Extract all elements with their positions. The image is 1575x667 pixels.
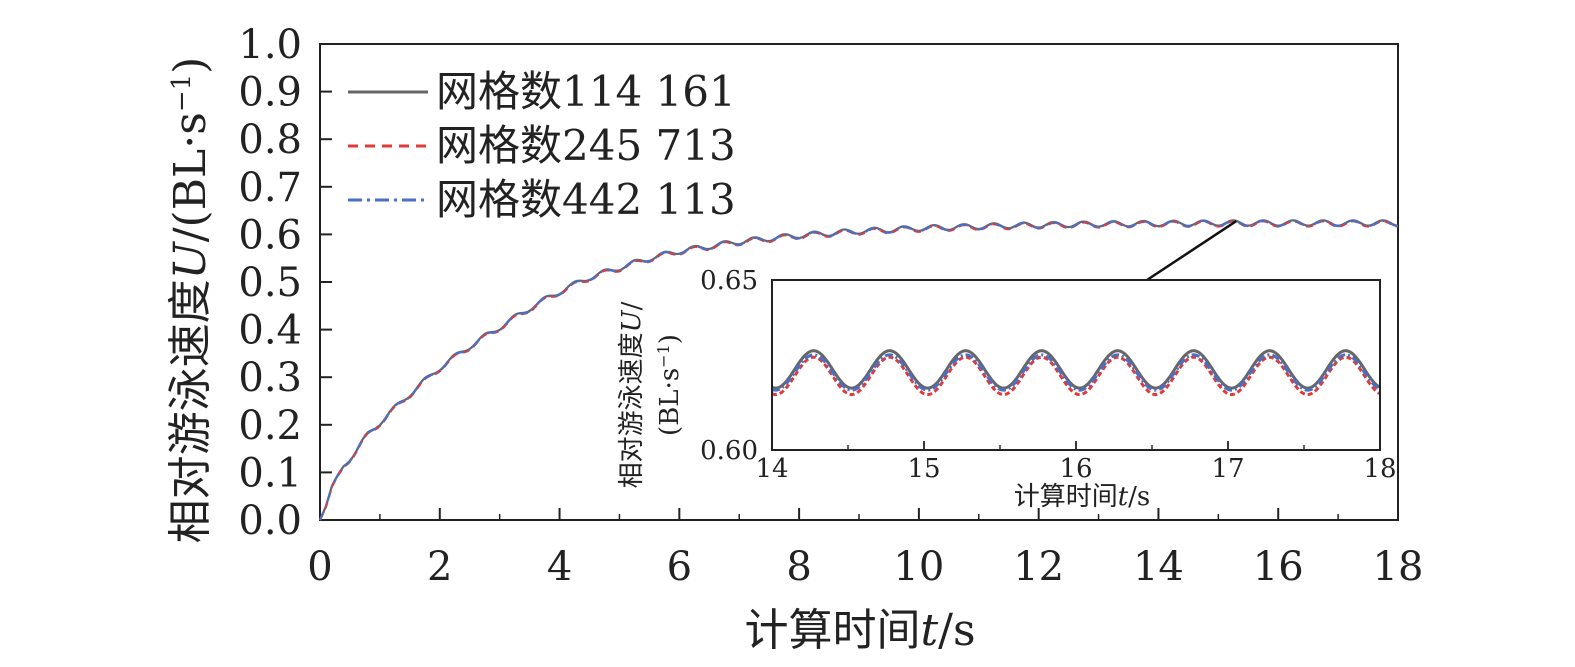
main-y-axis-label: 相对游泳速度U/(BL·s−1)	[165, 57, 216, 544]
inset-y-tick-label: 0.60	[700, 436, 758, 466]
legend-label-series-1: 网格数114 161	[436, 67, 736, 116]
main-series	[318, 219, 1399, 521]
zoom-connector-line	[1146, 220, 1237, 282]
legend: 网格数114 161 网格数245 713 网格数442 113	[348, 67, 736, 224]
main-x-tick-label: 4	[547, 544, 572, 590]
inset-series-line-1	[771, 349, 1381, 390]
main-x-tick-label: 8	[786, 544, 811, 590]
inset-background	[772, 280, 1380, 450]
main-y-tick-label: 0.7	[238, 165, 302, 211]
legend-label-series-3: 网格数442 113	[436, 175, 736, 224]
inset-x-tick-label: 15	[907, 454, 940, 484]
main-x-tick-label: 6	[667, 544, 692, 590]
inset-series-line-3	[771, 353, 1381, 392]
inset-y-axis-label-line1: 相对游泳速度U/	[617, 301, 647, 488]
inset-x-tick-label: 16	[1059, 454, 1092, 484]
main-y-tick-label: 0.3	[238, 355, 302, 401]
main-x-tick-label: 10	[893, 544, 944, 590]
inset-y-axis-label-line2: (BL·s−1)	[654, 334, 686, 436]
inset-series	[771, 349, 1381, 397]
main-y-tick-label: 0.1	[238, 450, 302, 496]
main-y-tick-label: 1.0	[238, 22, 302, 68]
main-x-tick-label: 0	[307, 544, 332, 590]
main-y-tick-label: 0.5	[238, 260, 302, 306]
inset-ticks: 14 15 16 17 18 0.60 0.65	[700, 266, 1396, 484]
main-x-tick-label: 2	[427, 544, 452, 590]
main-y-tick-label: 0.0	[238, 498, 302, 544]
inset-x-axis-label: 计算时间t/s	[1014, 482, 1151, 512]
main-y-tick-label: 0.6	[238, 212, 302, 258]
legend-label-series-2: 网格数245 713	[436, 121, 736, 170]
main-x-tick-label: 18	[1373, 544, 1424, 590]
inset-x-tick-label: 18	[1363, 454, 1396, 484]
inset-y-tick-label: 0.65	[700, 266, 758, 296]
main-x-tick-label: 12	[1013, 544, 1064, 590]
main-ticks: 0 2 4 6 8 10 12 14 16 180.00.10.20.30.40.50.60.70…	[238, 22, 1423, 590]
main-series-line-2	[319, 220, 1399, 521]
main-y-tick-label: 0.4	[238, 308, 302, 354]
main-x-tick-label: 16	[1253, 544, 1304, 590]
main-y-tick-label: 0.8	[238, 117, 302, 163]
main-x-tick-label: 14	[1133, 544, 1184, 590]
main-y-tick-label: 0.9	[238, 70, 302, 116]
inset-series-line-2	[771, 355, 1381, 397]
inset-x-tick-label: 17	[1211, 454, 1244, 484]
inset-x-tick-label: 14	[755, 454, 788, 484]
main-y-tick-label: 0.2	[238, 403, 302, 449]
main-x-axis-label: 计算时间t/s	[744, 605, 975, 656]
